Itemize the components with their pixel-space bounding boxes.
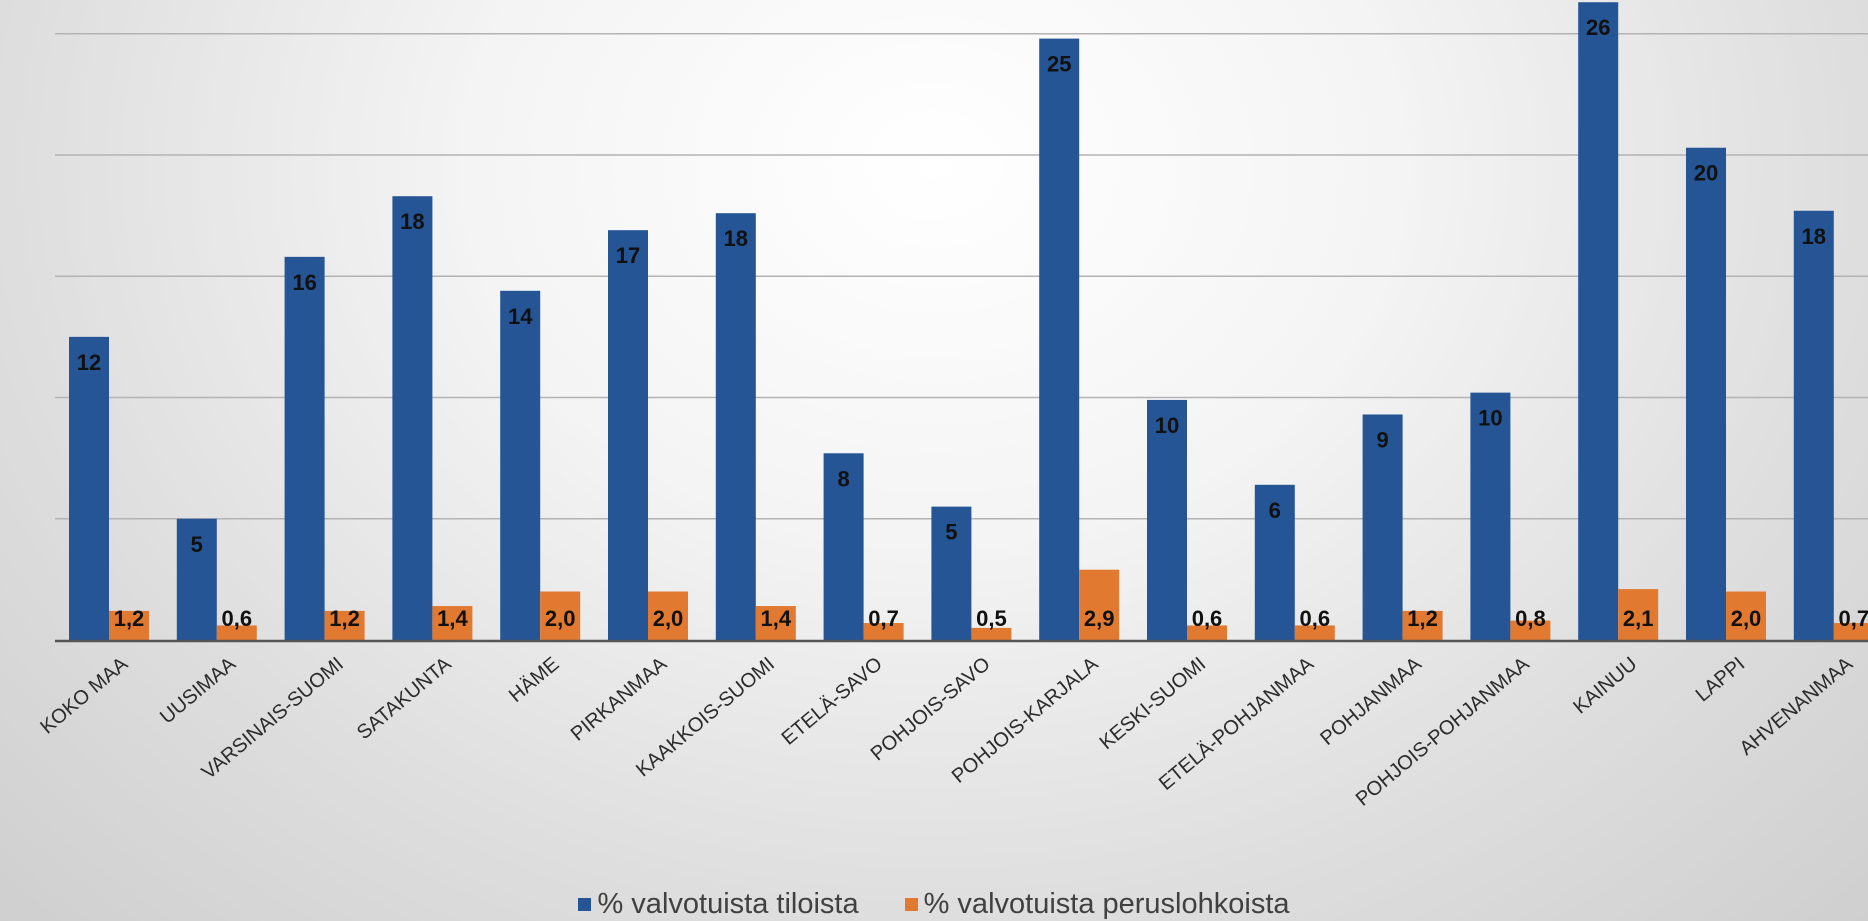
data-label-peruslohkoista-10: 0,6 [1192,606,1223,631]
bar-peruslohkoista-12 [1402,610,1443,640]
data-label-peruslohkoista-8: 0,5 [976,606,1007,631]
legend-label-series-2: % valvotuista peruslohkoista [923,888,1290,920]
data-label-peruslohkoista-14: 2,1 [1623,606,1654,631]
data-label-peruslohkoista-11: 0,6 [1300,606,1331,631]
legend-swatch-series-1 [578,898,592,911]
data-label-peruslohkoista-5: 2,0 [653,606,684,631]
legend: % valvotuista tiloista % valvotuista per… [0,888,1868,921]
bar-tiloista-1 [176,518,217,640]
bars [69,2,1868,641]
bar-tiloista-16 [1793,210,1834,640]
bar-peruslohkoista-7 [863,623,904,640]
category-label-0: KOKO MAA [36,653,132,739]
data-label-peruslohkoista-16: 0,7 [1839,606,1868,631]
bar-peruslohkoista-16 [1833,623,1868,640]
category-label-14: KAINUU [1569,653,1641,718]
data-label-tiloista-14: 26 [1586,15,1610,40]
bar-tiloista-12 [1362,414,1403,640]
data-label-tiloista-8: 5 [945,520,957,545]
category-label-12: POHJANMAA [1316,653,1426,750]
data-label-peruslohkoista-9: 2,9 [1084,606,1115,631]
data-label-peruslohkoista-7: 0,7 [868,606,899,631]
bar-peruslohkoista-15 [1726,591,1766,640]
bar-peruslohkoista-14 [1618,589,1659,640]
data-label-peruslohkoista-3: 1,4 [437,606,468,631]
bar-peruslohkoista-11 [1294,625,1335,640]
data-label-tiloista-11: 6 [1269,498,1281,523]
data-label-peruslohkoista-1: 0,6 [222,606,253,631]
category-label-10: KESKI-SUOMI [1096,653,1211,754]
category-label-7: ETELÄ-SAVO [778,653,887,750]
bar-tiloista-9 [1039,38,1080,641]
data-label-peruslohkoista-12: 1,2 [1407,606,1438,631]
bar-peruslohkoista-1 [216,625,257,640]
bar-peruslohkoista-0 [109,610,149,640]
data-label-tiloista-2: 16 [292,270,316,295]
bar-peruslohkoista-6 [755,606,796,640]
legend-swatch-series-2 [904,898,918,911]
bar-peruslohkoista-9 [1079,569,1120,640]
bar-peruslohkoista-10 [1187,625,1227,640]
data-label-peruslohkoista-15: 2,0 [1731,606,1762,631]
category-label-13: POHJOIS-POHJANMAA [1352,653,1534,811]
bar-tiloista-7 [823,453,864,640]
bar-peruslohkoista-4 [540,591,581,640]
data-label-tiloista-1: 5 [191,532,203,557]
category-label-3: SATAKUNTA [353,653,456,745]
bar-peruslohkoista-3 [432,606,473,640]
category-label-4: HÄME [505,653,563,707]
legend-item-series-1: % valvotuista tiloista [578,888,859,921]
legend-item-series-2: % valvotuista peruslohkoista [904,888,1290,921]
category-label-16: AHVENANMAA [1736,653,1858,760]
bar-tiloista-13 [1470,392,1511,640]
bar-tiloista-0 [69,336,109,640]
data-label-tiloista-13: 10 [1478,406,1502,431]
data-label-tiloista-10: 10 [1155,413,1179,438]
data-label-peruslohkoista-2: 1,2 [329,606,360,631]
data-label-peruslohkoista-4: 2,0 [545,606,576,631]
bar-tiloista-3 [392,196,433,640]
bar-tiloista-15 [1686,147,1726,640]
data-label-tiloista-6: 18 [724,226,748,251]
data-label-peruslohkoista-0: 1,2 [114,606,145,631]
bar-tiloista-14 [1578,2,1619,641]
bar-peruslohkoista-8 [971,627,1012,640]
category-label-5: PIRKANMAA [567,653,672,746]
gridlines [55,33,1868,520]
data-label-tiloista-4: 14 [508,304,533,329]
bar-tiloista-4 [500,290,541,640]
data-label-tiloista-12: 9 [1376,427,1388,452]
bar-peruslohkoista-13 [1510,620,1551,640]
bar-tiloista-2 [284,256,325,640]
category-label-15: LAPPI [1692,653,1750,706]
data-label-tiloista-16: 18 [1802,224,1826,249]
data-label-peruslohkoista-13: 0,8 [1515,606,1546,631]
data-label-tiloista-0: 12 [77,350,101,375]
bar-peruslohkoista-5 [648,591,688,640]
bar-tiloista-5 [608,230,648,641]
category-label-1: UUSIMAA [156,653,240,729]
data-label-peruslohkoista-6: 1,4 [761,606,792,631]
bar-tiloista-8 [931,506,972,640]
data-label-tiloista-3: 18 [400,209,424,234]
legend-label-series-1: % valvotuista tiloista [597,888,859,920]
data-label-tiloista-7: 8 [837,466,849,491]
bar-peruslohkoista-2 [324,610,365,640]
data-labels: 12 1,2 5 0,6 16 1,2 18 1,4 14 2,0 17 2,0 18 1,4 8 0,7 5 0… [77,15,1868,631]
data-label-tiloista-5: 17 [616,243,640,268]
bar-tiloista-11 [1254,484,1295,640]
data-label-tiloista-15: 20 [1694,161,1718,186]
bar-tiloista-6 [715,213,756,640]
bar-tiloista-10 [1147,399,1187,640]
data-label-tiloista-9: 25 [1047,52,1071,77]
